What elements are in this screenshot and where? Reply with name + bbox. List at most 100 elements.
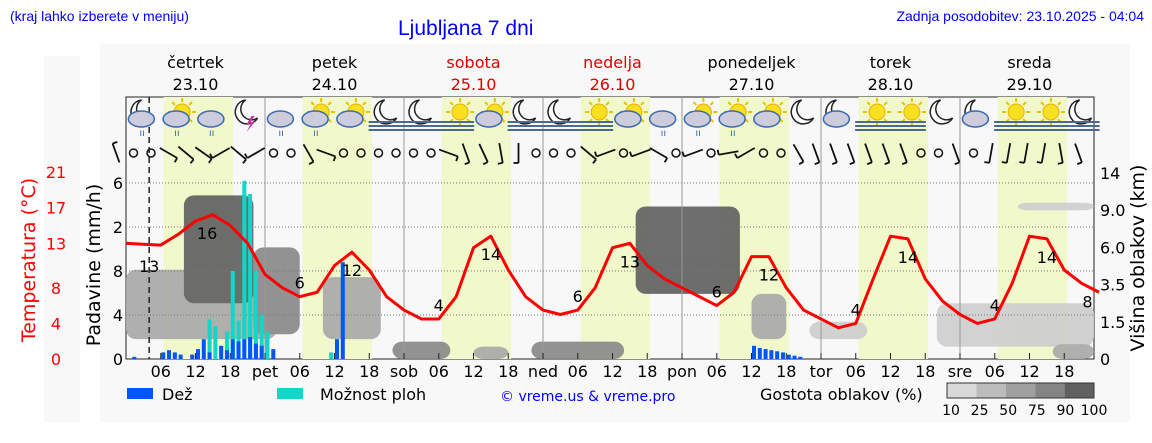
day-date: 27.10 [729,75,775,94]
temperature-tick: 21 [46,163,66,182]
sun-shape [903,103,921,121]
moon-fog-icon [542,99,579,131]
temperature-axis-title: Temperatura (°C) [18,178,40,343]
copyright-link[interactable]: © vreme.us & vreme.pro [500,389,675,405]
cloud-density-swatch [1035,383,1065,398]
sun-ray [918,101,923,106]
sun-ray [779,101,784,106]
x-tick-label: 12 [741,362,761,381]
day-name: petek [312,53,358,72]
rain-bar [207,352,212,359]
location-hint-link[interactable]: (kraj lahko izberete v meniju) [10,8,189,24]
wind-barb-icon [846,143,856,163]
shower-bar [329,352,334,359]
precipitation-tick: 4 [113,306,123,325]
x-tick-label: tor [810,362,833,381]
wind-barb-flag [629,151,633,157]
sun-cloud-icon [475,98,509,128]
rain-drops: ıı [278,128,284,139]
wind-barb-icon [230,145,247,161]
x-tick-label: 18 [498,362,518,381]
moon-cloud-icon [822,99,851,128]
wind-barb-flag [681,151,685,157]
wind-calm-icon [286,148,296,158]
wind-barb-flag [173,157,178,163]
sun-ray [883,101,888,106]
rain-bar [780,352,785,359]
sun-shape [1007,103,1025,121]
cloud-density-level: 90 [1056,403,1074,419]
precipitation-tick: 0 [113,350,123,369]
sun-ray [171,101,176,106]
cloud-density-level: 25 [971,403,989,419]
temperature-label: 4 [851,300,861,319]
sun-ray [709,101,714,106]
day-name: sobota [446,53,500,72]
precipitation-tick: 8 [113,262,123,281]
precipitation-tick: 6 [113,174,123,193]
cloud-shape [475,110,503,128]
rain-legend-label: Dež [162,385,193,404]
x-tick-label: 06 [568,362,588,381]
wind-barb-icon [631,148,651,158]
wind-barb-flag [716,149,720,155]
sun-fog-icon [577,98,614,131]
wind-barb-icon [829,143,838,163]
rain-bar [248,337,253,359]
cloud-shape [614,110,642,128]
wind-calm-icon [671,148,681,158]
wind-calm-icon [146,148,156,158]
cloud-shape [266,110,295,128]
wind-barb-flag [497,161,503,165]
moon-cloud-rain-icon: ıı [127,99,156,139]
cloud-density-layer [126,195,1094,359]
moon-shape [790,99,815,125]
wind-barb-flag [984,161,990,164]
day-date: 29.10 [1007,75,1053,94]
showers-legend-label: Možnost ploh [320,385,426,404]
day-date: 28.10 [868,75,914,94]
rain-drops: ıı [695,128,701,139]
rain-bar [167,350,172,359]
temperature-label: 6 [295,274,305,293]
x-tick-label: pon [667,362,697,381]
rain-bar [230,339,235,359]
cloud-patch [473,346,509,359]
wind-barb-flag [209,153,214,159]
cloud-height-tick: 14 [1100,164,1120,183]
rain-legend-swatch [127,388,153,399]
x-tick-label: 18 [359,362,379,381]
wind-calm-icon [356,148,366,158]
rain-bar [219,345,224,359]
last-updated: Zadnja posodobitev: 23.10.2025 - 04:04 [896,8,1144,24]
rain-drops: ıı [209,128,215,139]
wind-barb-icon [498,142,504,164]
lightning-shape [246,116,255,132]
sun-ray [901,101,906,106]
cloud-patch [1017,202,1094,211]
wind-calm-icon [391,148,401,158]
rain-drops: ıı [661,128,667,139]
wind-barb-icon [580,145,597,161]
sun-ray [484,101,489,106]
wind-barb-flag [954,161,960,165]
wind-barb-icon [246,147,266,159]
moon-shape [1068,99,1093,125]
shower-bar [207,319,212,359]
moon-icon [790,99,815,125]
rain-drops: ıı [139,128,145,139]
precipitation-tick: 2 [113,218,123,237]
day-name: torek [870,53,912,72]
shower-bar [224,331,229,359]
wind-calm-icon [916,148,926,158]
wind-barb-flag [1001,161,1007,164]
rain-bar [132,356,137,359]
rain-bar [253,343,258,359]
temperature-tick: 8 [51,279,61,298]
precipitation-axis-title: Padavine (mm/h) [83,184,105,347]
rain-bar [786,354,791,359]
wind-barb-flag [734,153,739,159]
rain-bar [769,350,774,359]
rain-bar [161,352,166,359]
